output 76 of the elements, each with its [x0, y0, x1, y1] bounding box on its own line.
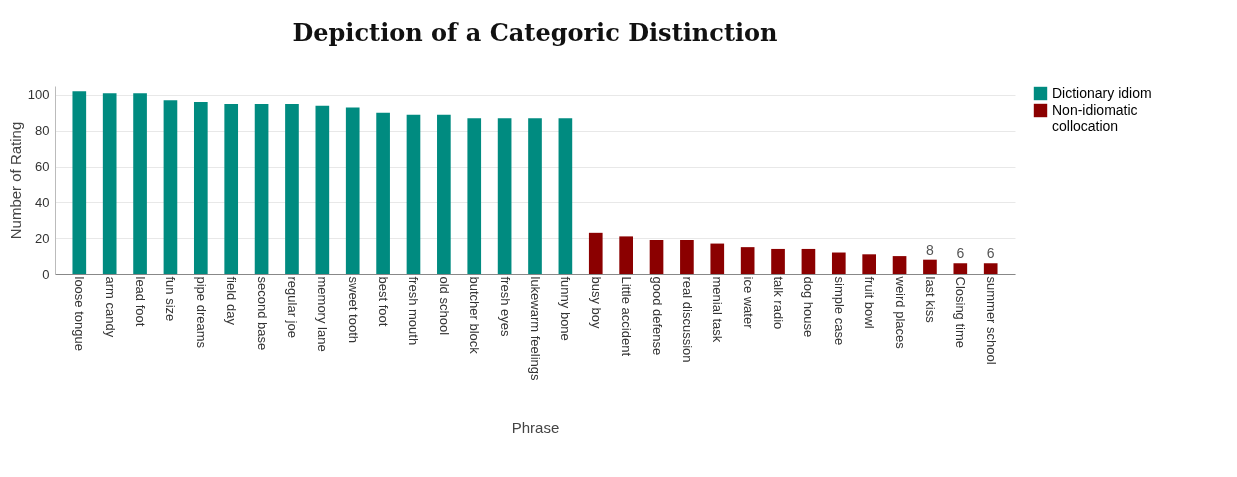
x-tick-label: talk radio: [771, 276, 787, 330]
bar: [163, 100, 178, 274]
x-tick-label: lead foot: [133, 276, 149, 327]
bar: [558, 118, 573, 274]
bar: [467, 118, 482, 274]
bar: [133, 93, 147, 274]
bar: [680, 239, 694, 274]
bar: [740, 247, 755, 274]
x-tick-label: loose tongue: [72, 276, 88, 351]
x-axis-title: Phrase: [511, 418, 560, 436]
y-tick-label: 0: [42, 266, 50, 282]
bar: [588, 232, 603, 274]
bar: [528, 118, 542, 274]
x-tick-label: fresh eyes: [497, 276, 513, 337]
x-tick-label: Closing time: [953, 276, 969, 349]
y-tick-label: 20: [35, 230, 50, 246]
x-tick-label: good defense: [649, 276, 665, 356]
bar: [376, 112, 390, 274]
data-label: 6: [986, 245, 995, 262]
bar: [497, 118, 512, 274]
x-tick-label: old school: [436, 276, 452, 336]
x-tick-label: Little accident: [619, 276, 635, 357]
x-tick-label: regular joe: [284, 276, 300, 338]
bar: [224, 103, 239, 274]
x-tick-label: fun size: [163, 276, 179, 322]
bar: [193, 102, 208, 274]
x-tick-label: menial task: [710, 276, 726, 343]
bar: [619, 236, 633, 274]
data-label: 8: [926, 241, 935, 258]
bar: [892, 256, 907, 274]
legend-label: Dictionary idiom: [1052, 84, 1152, 101]
bar: [953, 263, 968, 274]
bar: [315, 105, 330, 274]
bar: [254, 103, 269, 274]
y-tick-label: 80: [35, 123, 50, 139]
bar: [406, 114, 421, 274]
chart-title: Depiction of a Categoric Distinction: [292, 18, 778, 47]
bar: [710, 243, 725, 274]
x-tick-label: lukewarm feelings: [528, 276, 543, 382]
x-tick-label: fresh mouth: [406, 276, 422, 346]
x-tick-label: simple case: [831, 276, 847, 346]
x-tick-label: arm candy: [102, 276, 118, 338]
x-tick-label: memory lane: [315, 276, 331, 352]
bar: [801, 248, 816, 274]
bar: [649, 239, 664, 274]
bar: [923, 259, 937, 274]
x-tick-label: fruit bowl: [862, 276, 878, 329]
bar: [345, 107, 360, 274]
x-tick-label: real discussion: [679, 276, 695, 363]
bar: [831, 252, 846, 274]
legend-label: Non-idiomatic collocation: [1052, 101, 1138, 134]
x-tick-label: weird places: [892, 275, 908, 350]
x-tick-label: butcher block: [467, 276, 483, 355]
bar: [72, 91, 87, 274]
data-label: 6: [956, 245, 965, 262]
x-tick-label: second base: [254, 276, 270, 351]
bar: [862, 254, 877, 274]
x-tick-label: dog house: [801, 276, 817, 338]
x-tick-label: ice water: [740, 276, 756, 330]
y-axis-title: Number of Rating: [6, 121, 24, 240]
x-tick-label: funny bone: [558, 276, 574, 341]
x-tick-label: best foot: [376, 276, 392, 327]
bar: [771, 248, 785, 274]
x-tick-label: field day: [224, 276, 240, 326]
x-tick-label: summer school: [983, 276, 999, 365]
y-tick-label: 60: [35, 159, 50, 175]
y-tick-label: 100: [27, 87, 50, 103]
y-tick-label: 40: [35, 194, 50, 210]
bar: [983, 263, 998, 274]
x-tick-label: sweet tooth: [345, 276, 361, 343]
bar: [102, 93, 117, 274]
x-tick-label: busy boy: [588, 276, 604, 330]
x-tick-label: pipe dreams: [193, 276, 209, 349]
x-tick-label: last kiss: [922, 276, 938, 324]
bar: [437, 114, 451, 274]
bar: [285, 103, 299, 274]
